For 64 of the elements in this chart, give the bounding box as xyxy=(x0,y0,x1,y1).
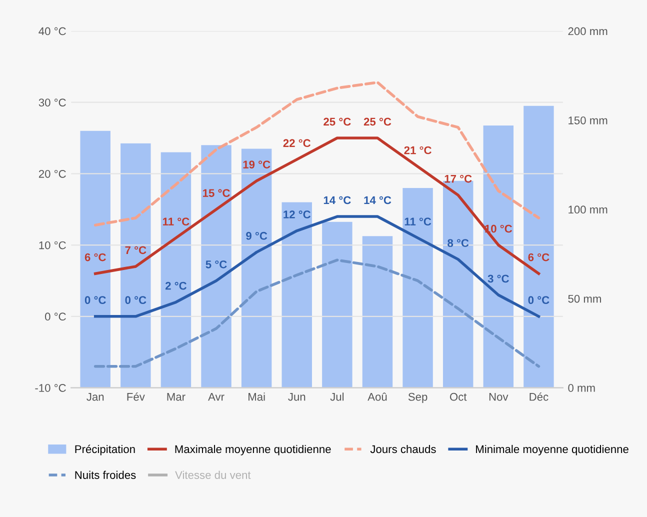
y-tick-label: 0 °C xyxy=(45,312,66,321)
legend-label: Minimale moyenne quotidienne xyxy=(476,444,628,456)
data-label: 0 °C xyxy=(528,296,550,304)
data-label: 3 °C xyxy=(488,274,509,283)
bar xyxy=(483,126,514,388)
y2-tick-label: 200 mm xyxy=(568,27,608,36)
data-label: 25 °C xyxy=(364,118,392,126)
x-tick-label: Avr xyxy=(208,393,224,401)
bar xyxy=(120,143,151,388)
legend-label: Maximale moyenne quotidienne xyxy=(175,444,331,456)
data-label: 25 °C xyxy=(324,118,351,126)
bar xyxy=(241,148,272,388)
y-tick-label: 40 °C xyxy=(38,27,66,36)
data-label: 12 °C xyxy=(284,210,311,218)
data-label: 8 °C xyxy=(448,239,469,247)
y2-tick-label: 0 mm xyxy=(568,384,595,392)
x-tick-label: Jun xyxy=(288,393,306,401)
y-tick-label: 30 °C xyxy=(38,98,66,106)
data-label: 7 °C xyxy=(125,246,146,254)
line-series xyxy=(94,81,540,226)
data-label: 0 °C xyxy=(84,296,106,304)
bar xyxy=(524,106,554,388)
data-label: 19 °C xyxy=(243,160,270,168)
data-label: 14 °C xyxy=(364,196,392,204)
legend-label: Précipitation xyxy=(75,444,135,456)
y2-tick-label: 100 mm xyxy=(568,206,608,214)
data-label: 11 °C xyxy=(404,218,432,226)
data-label: 6 °C xyxy=(528,253,550,262)
y-tick-label: -10 °C xyxy=(35,384,66,392)
x-tick-label: Déc xyxy=(530,392,548,401)
x-tick-label: Nov xyxy=(489,393,508,401)
x-tick-label: Fév xyxy=(127,392,145,401)
y-tick-label: 10 °C xyxy=(39,241,66,250)
y-tick-label: 20 °C xyxy=(38,170,66,178)
y2-tick-label: 50 mm xyxy=(568,294,601,303)
legend-label: Nuits froides xyxy=(75,470,136,479)
data-label: 9 °C xyxy=(246,232,268,240)
x-tick-label: Jan xyxy=(86,393,104,401)
data-label: 15 °C xyxy=(203,189,230,197)
legend-label: Jours chauds xyxy=(370,444,436,454)
data-label: 22 °C xyxy=(283,139,311,148)
data-label: 11 °C xyxy=(163,218,190,226)
data-label: 5 °C xyxy=(206,260,227,268)
bar xyxy=(201,145,232,388)
bar xyxy=(402,188,433,388)
bar xyxy=(362,236,393,388)
x-tick-label: Jul xyxy=(330,392,344,401)
bar xyxy=(282,202,312,388)
data-label: 21 °C xyxy=(404,146,432,154)
data-label: 0 °C xyxy=(125,296,146,304)
data-label: 14 °C xyxy=(324,196,351,204)
x-tick-label: Mai xyxy=(248,392,265,401)
x-tick-label: Mar xyxy=(167,393,186,401)
x-tick-label: Aoû xyxy=(368,392,387,401)
data-label: 17 °C xyxy=(444,174,472,183)
y2-tick-label: 150 mm xyxy=(568,116,608,124)
x-tick-label: Oct xyxy=(450,392,467,401)
x-tick-label: Sep xyxy=(408,392,428,403)
bar xyxy=(80,130,110,388)
legend-label: Vitesse du vent xyxy=(175,470,251,479)
data-label: 2 °C xyxy=(165,282,187,290)
bar xyxy=(160,152,192,388)
data-label: 6 °C xyxy=(84,253,106,262)
bar xyxy=(322,222,352,388)
